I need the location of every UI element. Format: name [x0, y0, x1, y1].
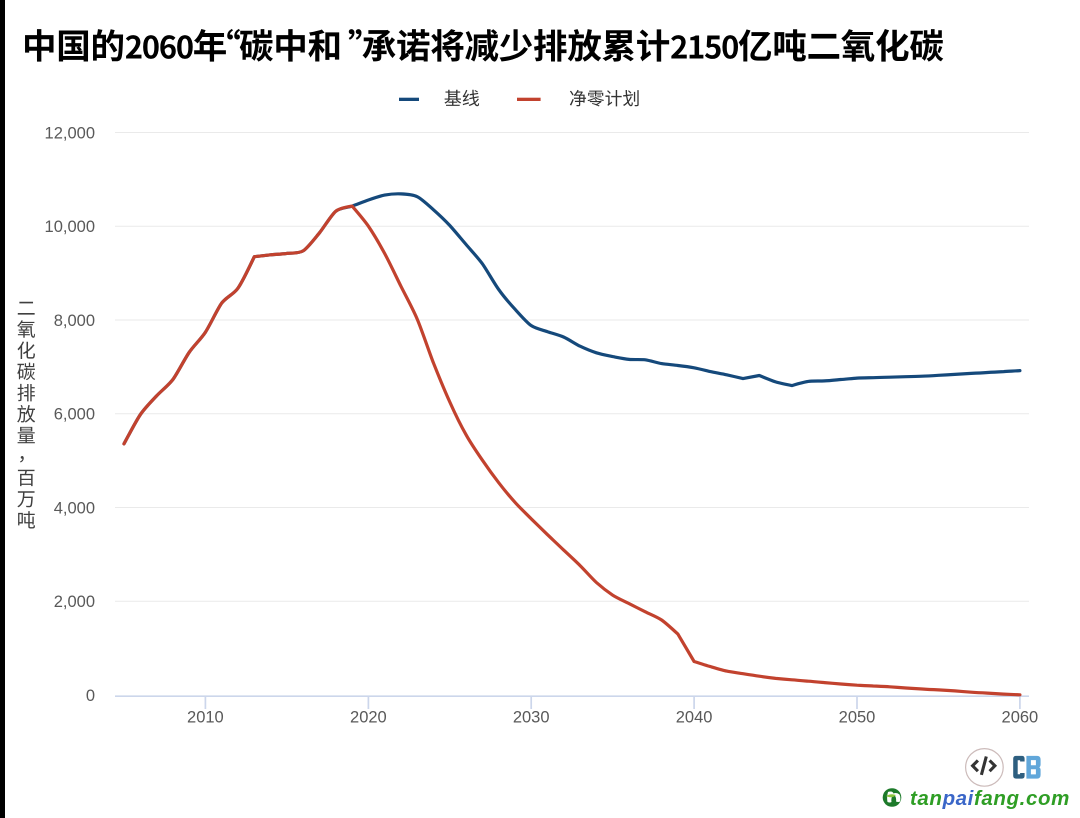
svg-text:10,000: 10,000 [45, 218, 95, 236]
svg-text:2060: 2060 [1002, 708, 1039, 726]
svg-text:2010: 2010 [187, 708, 224, 726]
svg-text:8,000: 8,000 [54, 312, 95, 330]
svg-text:2,000: 2,000 [54, 593, 95, 611]
svg-text:0: 0 [86, 687, 95, 705]
svg-text:2040: 2040 [676, 708, 713, 726]
svg-text:6,000: 6,000 [54, 406, 95, 424]
svg-text:2020: 2020 [350, 708, 387, 726]
svg-text:2030: 2030 [513, 708, 550, 726]
svg-text:tanpaifang.com: tanpaifang.com [910, 787, 1070, 810]
svg-text:12,000: 12,000 [45, 124, 95, 142]
svg-text:2050: 2050 [839, 708, 876, 726]
svg-text:4,000: 4,000 [54, 499, 95, 517]
